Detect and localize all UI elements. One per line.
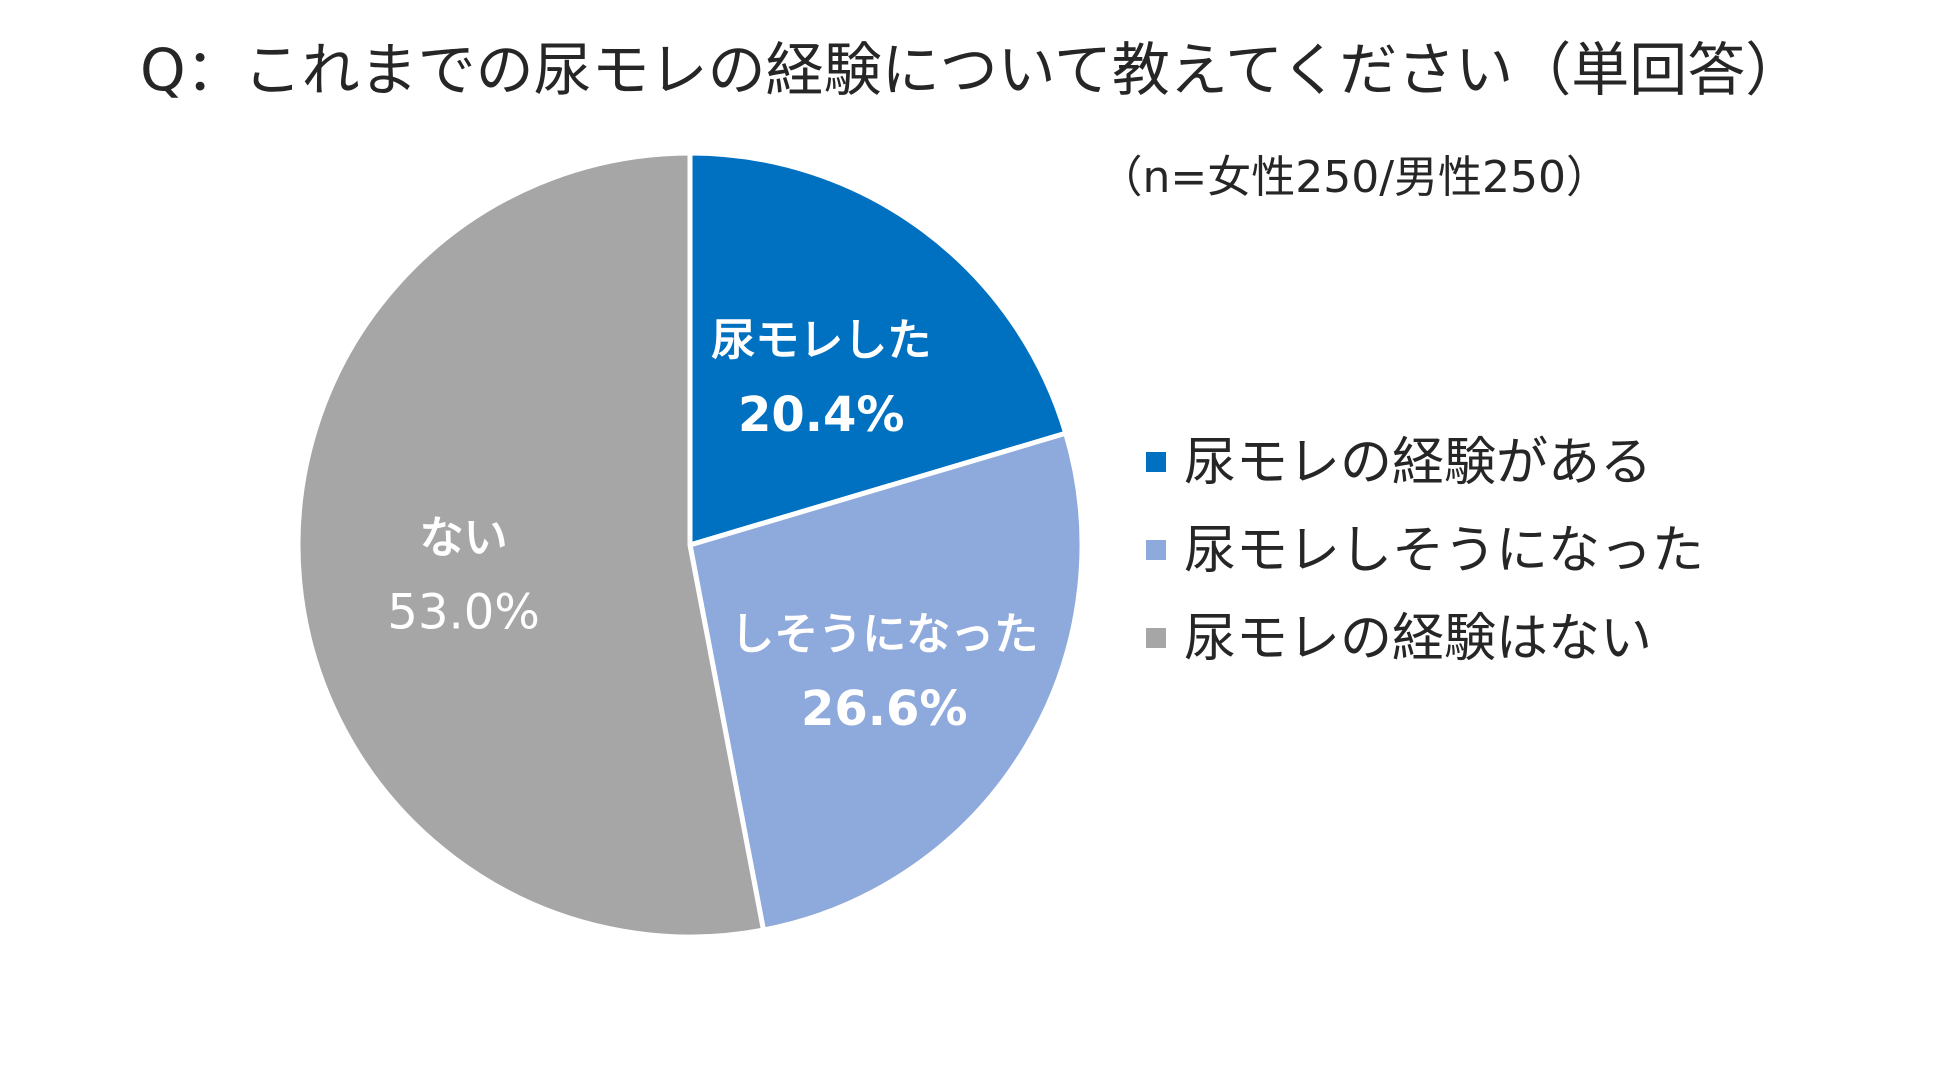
slice-category-label-3: ない — [420, 512, 508, 563]
legend-swatch-1 — [1146, 452, 1166, 472]
slice-category-label-1: 尿モレした — [711, 315, 931, 366]
pie-slice-1 — [687, 150, 1069, 548]
legend-swatch-3 — [1146, 628, 1166, 648]
legend-label-2: 尿モレしそうになった — [1184, 521, 1704, 581]
sample-size-note: （n=女性250/男性250） — [1098, 152, 1610, 203]
legend-label-3: 尿モレの経験はない — [1184, 609, 1652, 669]
chart-title: Q：これまでの尿モレの経験について教えてください（単回答） — [140, 36, 1803, 104]
pie-slice-3 — [295, 150, 766, 940]
legend-swatch-2 — [1146, 540, 1166, 560]
slice-labels: 尿モレした 20.4% しそうになった 26.6% ない 53.0% — [387, 315, 1038, 737]
pie-slice-2 — [687, 430, 1085, 933]
slice-value-label-1: 20.4% — [738, 387, 905, 443]
slice-value-label-3: 53.0% — [387, 584, 539, 640]
legend-label-1: 尿モレの経験がある — [1184, 433, 1652, 493]
pie-slices — [295, 150, 1085, 940]
slice-category-label-2: しそうになった — [730, 609, 1038, 660]
slice-value-label-2: 26.6% — [801, 681, 968, 737]
